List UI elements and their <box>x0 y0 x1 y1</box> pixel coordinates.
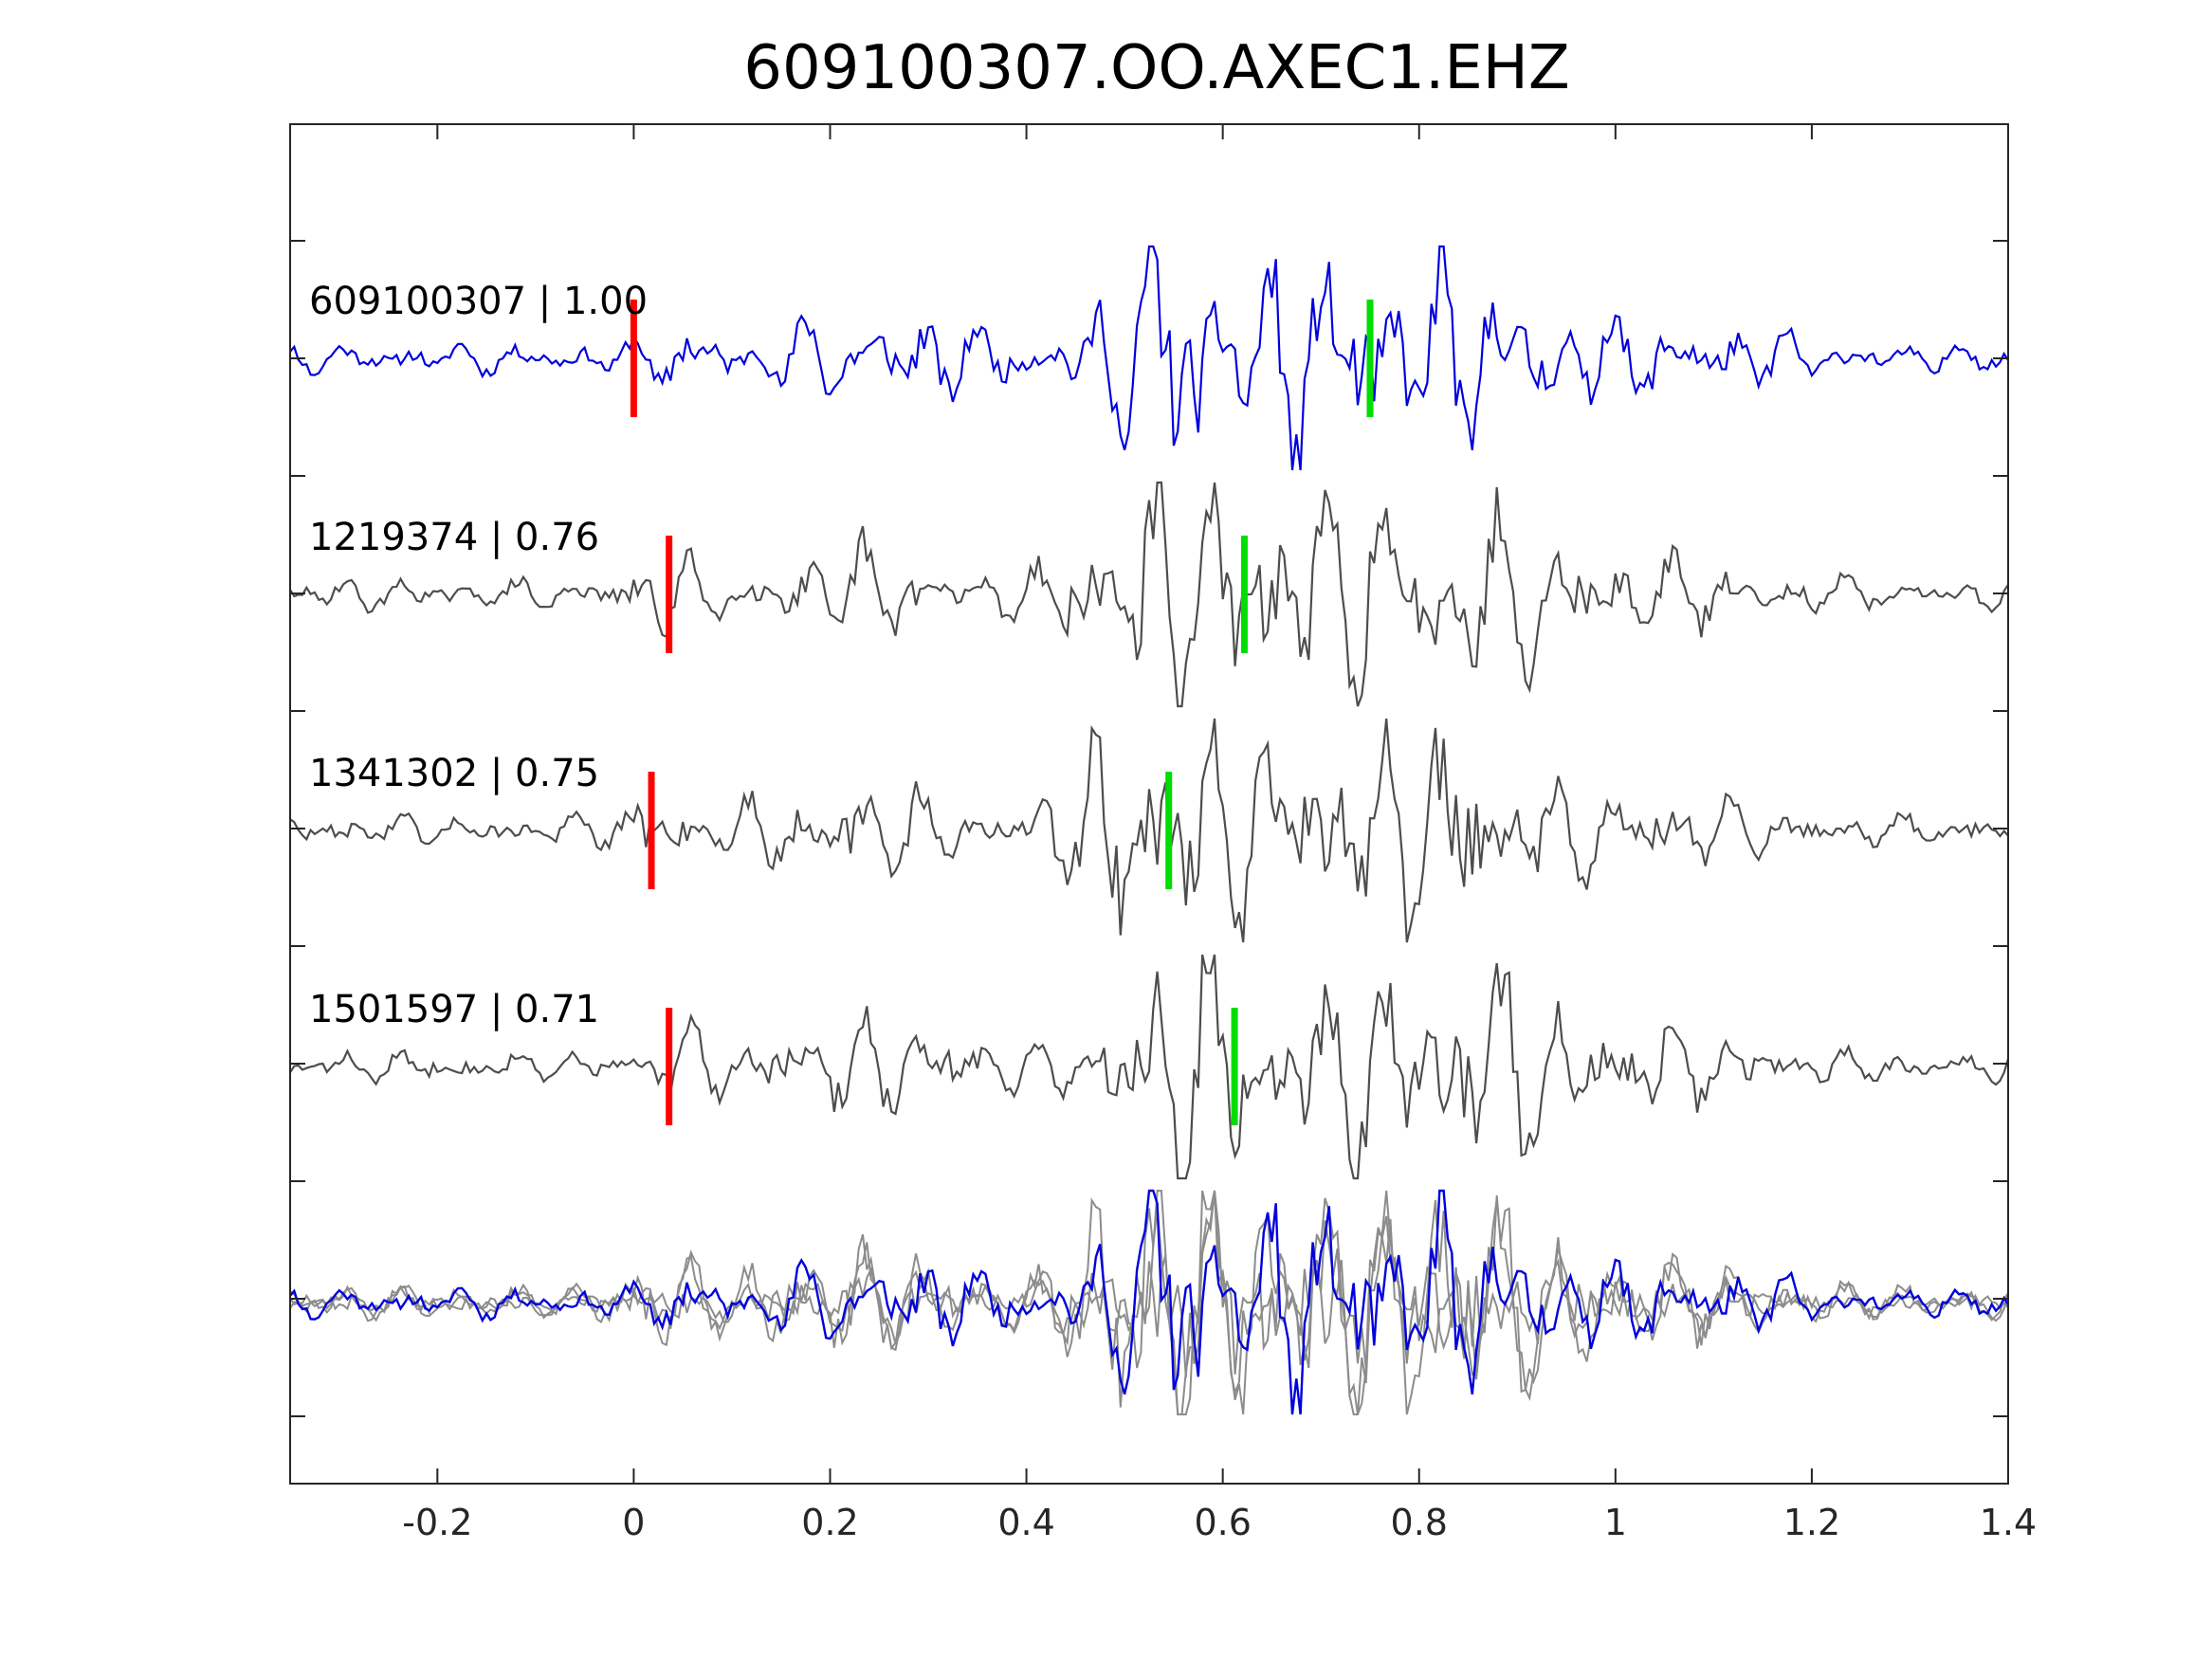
x-axis: -0.2 0 0.2 0.4 0.6 0.8 1 1.2 1.4 <box>402 124 2037 1543</box>
overlay-match-line-1 <box>289 1190 2009 1415</box>
x-tick-label: 0.4 <box>997 1502 1054 1543</box>
x-tick-label: -0.2 <box>402 1502 472 1543</box>
y-axis <box>290 240 2008 1417</box>
x-tick-label: 1 <box>1604 1502 1627 1543</box>
x-tick-label: 1.4 <box>1980 1502 2037 1543</box>
trace-label-0: 609100307 | 1.00 <box>309 280 648 323</box>
overlay-match-line-3 <box>289 1190 2009 1415</box>
trace-line-2 <box>289 718 2009 943</box>
trace-labels: 609100307 | 1.00 1219374 | 0.76 1341302 | … <box>309 280 648 1031</box>
x-tick-label: 1.2 <box>1783 1502 1840 1543</box>
waveform-traces <box>289 245 2010 1180</box>
phase-picks <box>630 300 1374 1125</box>
x-tick-label: 0.8 <box>1391 1502 1448 1543</box>
trace-line-1 <box>289 481 2009 708</box>
overlay-template-line <box>289 1189 2010 1415</box>
trace-line-3 <box>289 954 2010 1180</box>
chart-title: 609100307.OO.AXEC1.EHZ <box>743 33 1570 103</box>
trace-label-3: 1501597 | 0.71 <box>309 988 599 1031</box>
trace-label-2: 1341302 | 0.75 <box>309 752 599 795</box>
x-tick-label: 0 <box>622 1502 645 1543</box>
trace-line-0 <box>289 245 2009 471</box>
x-tick-label: 0.6 <box>1194 1502 1251 1543</box>
x-tick-label: 0.2 <box>801 1502 858 1543</box>
trace-label-1: 1219374 | 0.76 <box>309 516 599 559</box>
stacked-overlay <box>289 1189 2010 1415</box>
axes-frame <box>289 123 2009 1485</box>
